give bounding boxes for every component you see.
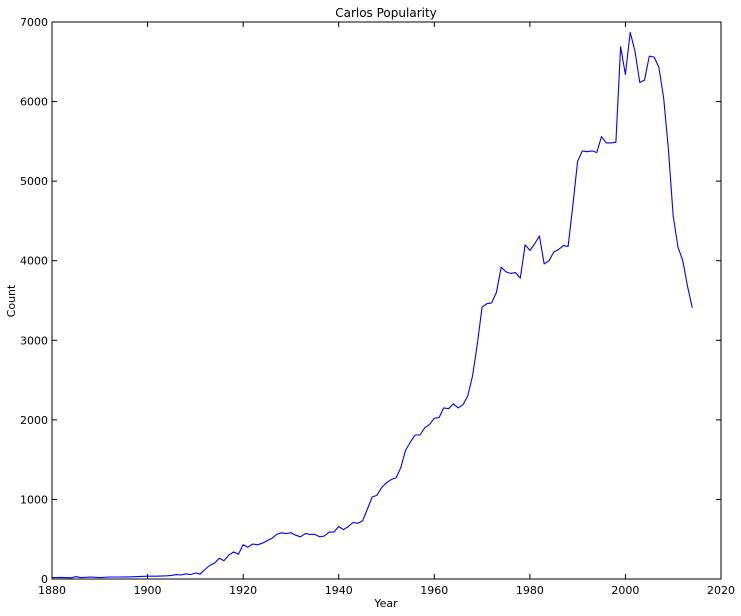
- plot-frame: [51, 21, 722, 580]
- y-tick-label: 2000: [20, 414, 48, 427]
- x-tick-label: 1900: [134, 584, 162, 597]
- axis-ticks: [51, 21, 722, 580]
- y-tick-label: 7000: [20, 16, 48, 29]
- x-axis-label: Year: [373, 597, 398, 610]
- x-tick-label: 1940: [325, 584, 353, 597]
- x-tick-label: 1960: [420, 584, 448, 597]
- x-tick-label: 2020: [707, 584, 735, 597]
- y-tick-label: 1000: [20, 493, 48, 506]
- chart-title: Carlos Popularity: [335, 6, 437, 20]
- y-tick-label: 6000: [20, 96, 48, 109]
- x-tick-label: 1880: [38, 584, 66, 597]
- series-line-carlos: [51, 31, 693, 579]
- x-tick-label: 1920: [229, 584, 257, 597]
- x-tick-labels: 1880 1900 1920 1940 1960 1980 2000 2020: [38, 584, 735, 597]
- y-tick-label: 3000: [20, 334, 48, 347]
- y-axis-label: Count: [5, 284, 18, 317]
- y-tick-label: 4000: [20, 255, 48, 268]
- y-tick-labels: 0 1000 2000 3000 4000 5000 6000 7000: [20, 16, 48, 586]
- y-tick-label: 5000: [20, 175, 48, 188]
- plot-area: [51, 21, 722, 580]
- x-tick-label: 1980: [516, 584, 544, 597]
- x-tick-label: 2000: [611, 584, 639, 597]
- y-tick-label: 0: [41, 573, 48, 586]
